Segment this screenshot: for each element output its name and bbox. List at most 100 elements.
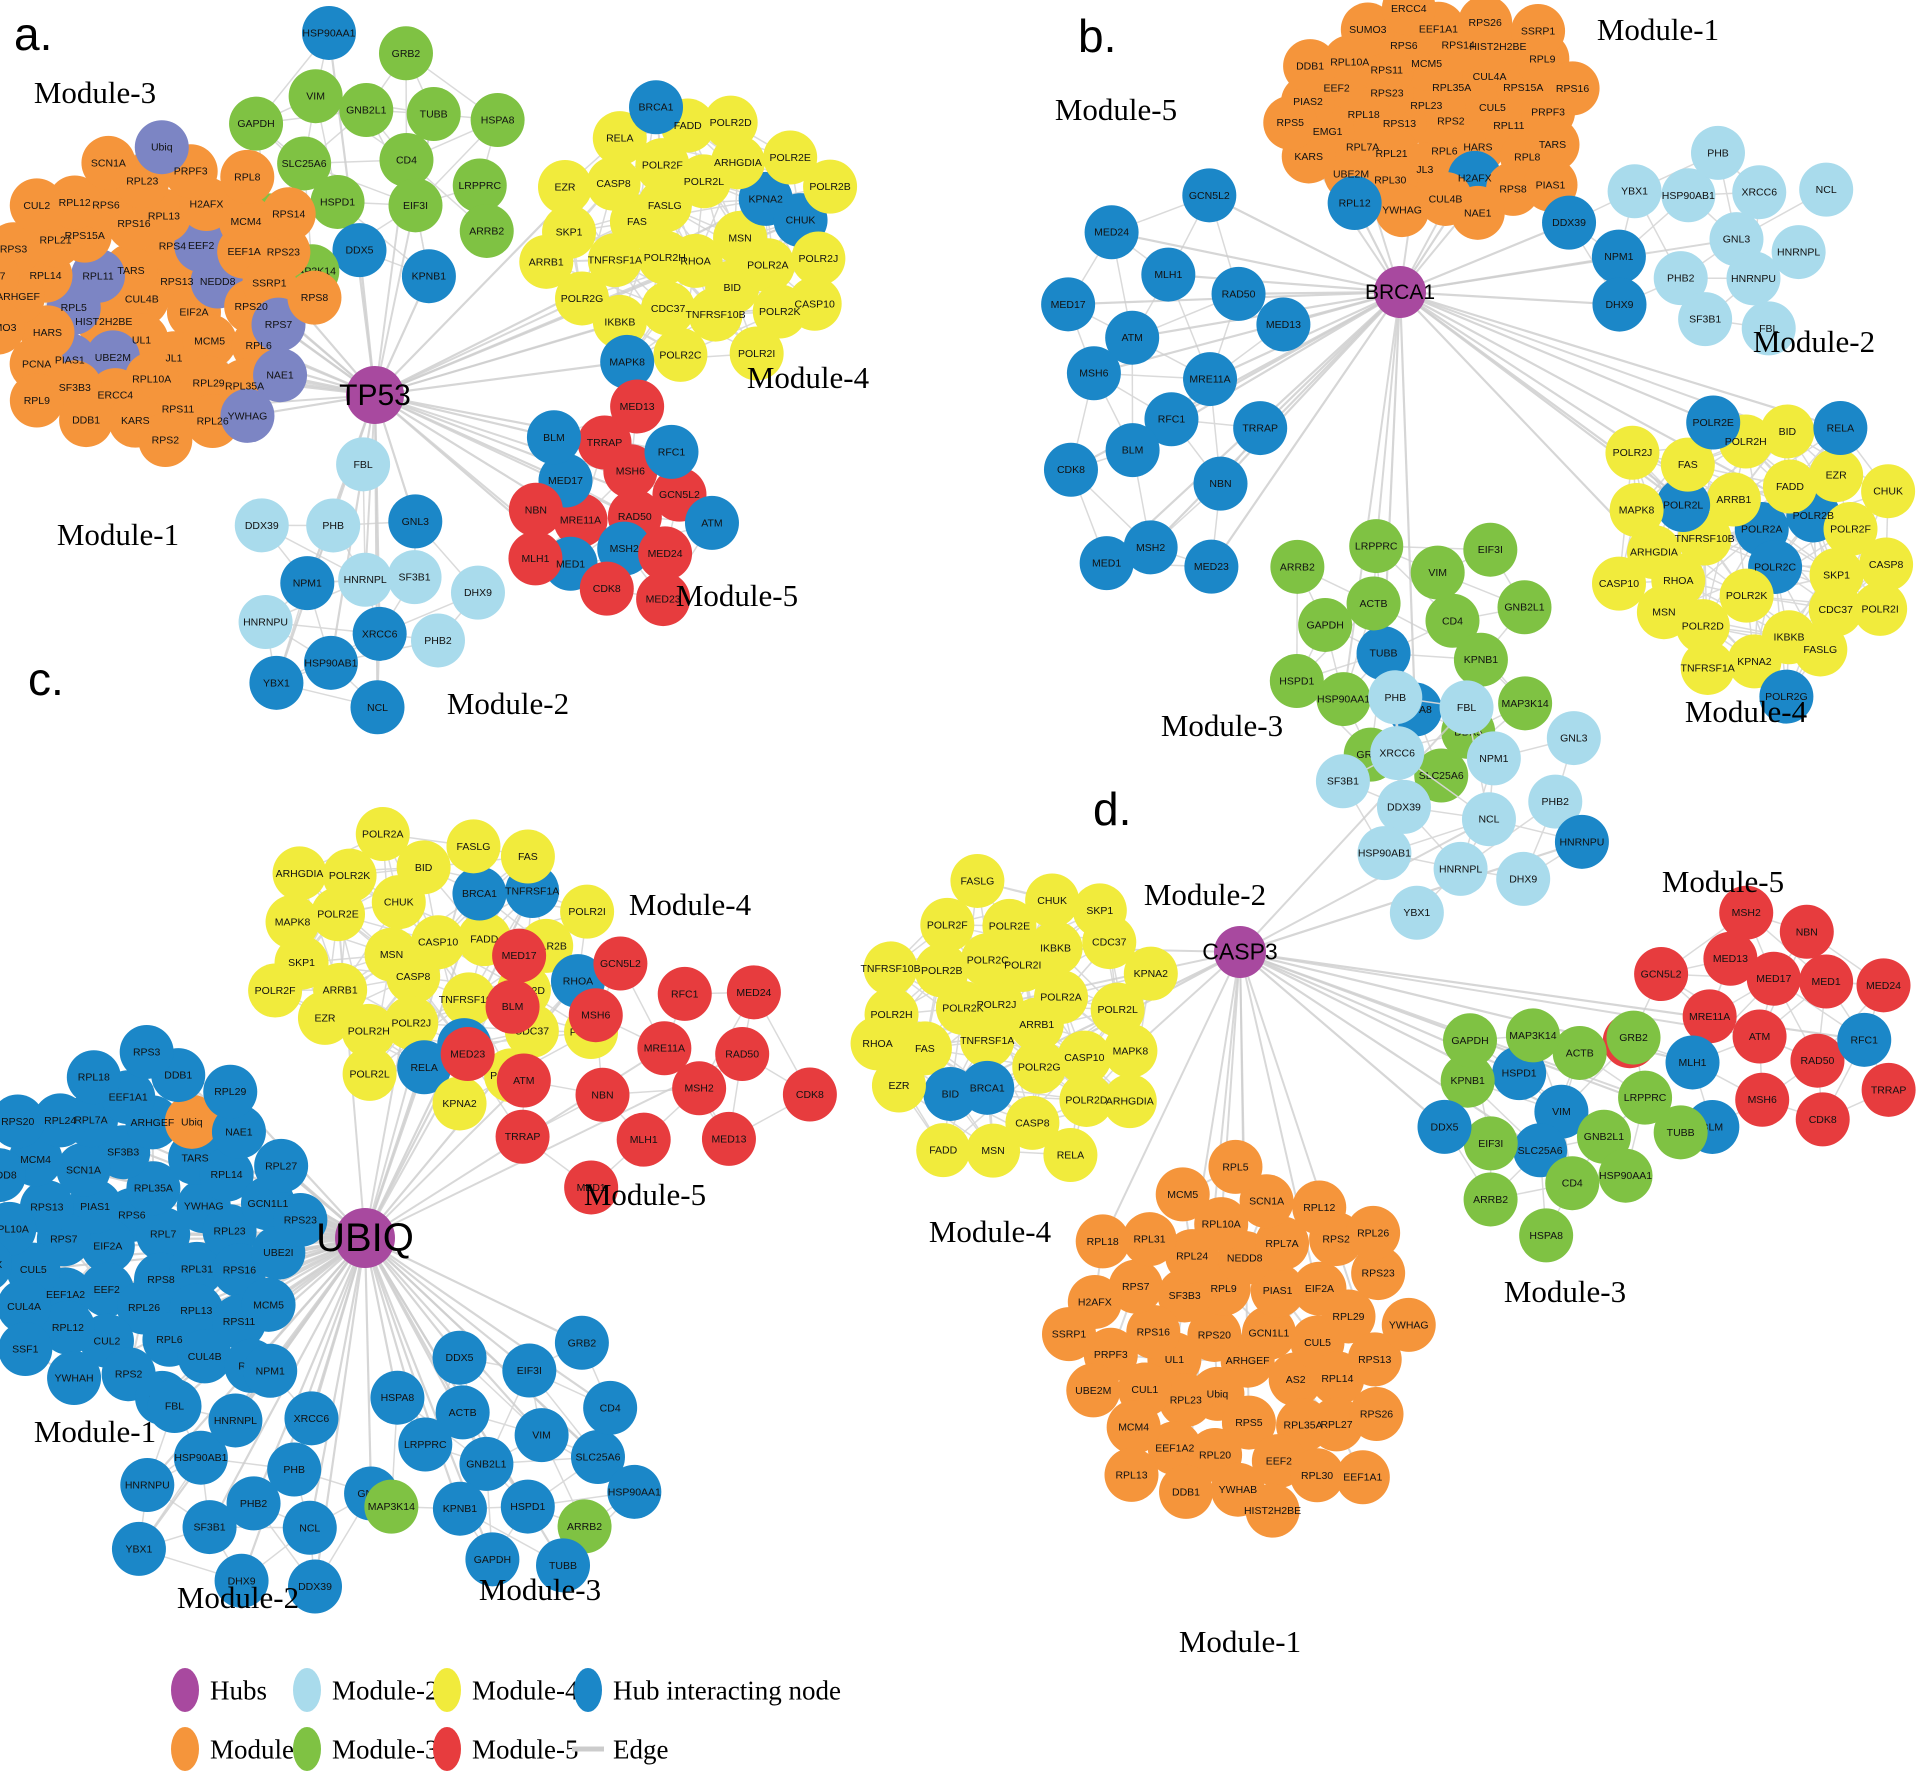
node-MED23[interactable] <box>1184 539 1239 594</box>
node-CASP8[interactable] <box>1859 537 1914 592</box>
node-TRRAP[interactable] <box>577 415 632 470</box>
node-HSP90AB1[interactable] <box>1357 826 1412 881</box>
node-RFC1[interactable] <box>644 424 699 479</box>
node-RPS20[interactable] <box>1187 1307 1242 1362</box>
node-RPL12[interactable] <box>40 1300 95 1355</box>
node-POLR2G[interactable] <box>555 271 610 326</box>
node-GAPDH[interactable] <box>1442 1013 1497 1068</box>
node-RAD50[interactable] <box>1211 266 1266 321</box>
node-ARHGDIA[interactable] <box>1626 525 1681 580</box>
node-PHB2[interactable] <box>1653 251 1708 306</box>
node-RPL8[interactable] <box>220 149 275 204</box>
node-DDB1[interactable] <box>1159 1464 1214 1519</box>
node-RPL5[interactable] <box>1208 1139 1263 1194</box>
node-MLH1[interactable] <box>1141 247 1196 302</box>
node-SLC25A6[interactable] <box>277 136 332 191</box>
node-ARHGDIA[interactable] <box>272 846 327 901</box>
node-RPL29[interactable] <box>1321 1289 1376 1344</box>
node-XRCC6[interactable] <box>284 1391 339 1446</box>
node-MLH1[interactable] <box>1665 1035 1720 1090</box>
node-HNRNPL[interactable] <box>338 552 393 607</box>
node-SF3B1[interactable] <box>1315 754 1370 809</box>
node-NPM1[interactable] <box>243 1343 298 1398</box>
node-FASLG[interactable] <box>950 853 1005 908</box>
node-SSF1[interactable] <box>0 1322 53 1377</box>
node-LRPPRC[interactable] <box>1349 519 1404 574</box>
node-RPL7A[interactable] <box>1255 1216 1310 1271</box>
node-RPS20[interactable] <box>0 1094 45 1149</box>
node-DDB1[interactable] <box>1283 39 1338 94</box>
node-POLR2F[interactable] <box>920 897 975 952</box>
node-MSH6[interactable] <box>568 988 623 1043</box>
hub-node-CASP3[interactable] <box>1214 926 1266 978</box>
node-FBL[interactable] <box>1741 301 1796 356</box>
node-TNFRSF10B[interactable] <box>688 287 743 342</box>
node-POLR2I[interactable] <box>560 884 615 939</box>
node-RPS16[interactable] <box>1545 61 1600 116</box>
node-TRRAP[interactable] <box>1233 401 1288 456</box>
node-ATM[interactable] <box>684 495 739 550</box>
node-VIM[interactable] <box>514 1408 569 1463</box>
node-RFC1[interactable] <box>1837 1012 1892 1067</box>
node-MED1[interactable] <box>1079 536 1134 591</box>
node-DDX39[interactable] <box>1376 779 1431 834</box>
node-RPL14[interactable] <box>199 1147 254 1202</box>
node-GNB2L1[interactable] <box>339 83 394 138</box>
node-RPS14[interactable] <box>261 187 316 242</box>
node-MED23[interactable] <box>636 572 691 627</box>
node-YBX1[interactable] <box>249 655 304 710</box>
node-FAS[interactable] <box>1660 437 1715 492</box>
node-MED24[interactable] <box>726 965 781 1020</box>
node-RPS2[interactable] <box>138 413 193 468</box>
node-MED13[interactable] <box>1703 931 1758 986</box>
node-HSP90AA1[interactable] <box>301 5 356 60</box>
node-POLR2L[interactable] <box>1656 478 1711 533</box>
node-MSN[interactable] <box>364 927 419 982</box>
node-YWHAG[interactable] <box>220 388 275 443</box>
node-FBL[interactable] <box>336 437 391 492</box>
node-DHX9[interactable] <box>214 1553 269 1608</box>
node-NBN[interactable] <box>1779 904 1834 959</box>
node-RPL12[interactable] <box>1292 1180 1347 1235</box>
node-TUBB[interactable] <box>1653 1105 1708 1160</box>
node-MRE11A[interactable] <box>1682 989 1737 1044</box>
node-DDB1[interactable] <box>59 393 114 448</box>
node-ATM[interactable] <box>1732 1009 1787 1064</box>
node-MCM5[interactable] <box>241 1277 296 1332</box>
node-HSP90AA1[interactable] <box>1316 672 1371 727</box>
node-POLR2A[interactable] <box>740 238 795 293</box>
node-HSP90AB1[interactable] <box>173 1430 228 1485</box>
node-HNRNPU[interactable] <box>1726 251 1781 306</box>
node-MSH2[interactable] <box>1123 520 1178 575</box>
node-HNRNPU[interactable] <box>120 1458 175 1513</box>
node-VIM[interactable] <box>288 69 343 124</box>
node-SCN1A[interactable] <box>1239 1174 1294 1229</box>
node-NCL[interactable] <box>350 680 405 735</box>
node-XRCC6[interactable] <box>352 606 407 661</box>
node-GCN5L2[interactable] <box>1182 168 1237 223</box>
node-RPL29[interactable] <box>203 1064 258 1119</box>
node-POLR2K[interactable] <box>322 848 377 903</box>
node-RPS23[interactable] <box>273 1192 328 1247</box>
node-TUBB[interactable] <box>536 1538 591 1593</box>
node-RFC1[interactable] <box>1144 392 1199 447</box>
node-CDC37[interactable] <box>641 281 696 336</box>
node-FADD[interactable] <box>1762 459 1817 514</box>
node-HSPD1[interactable] <box>1269 654 1324 709</box>
node-RPL10A[interactable] <box>0 1201 37 1256</box>
node-TRRAP[interactable] <box>495 1109 550 1164</box>
node-RPL13[interactable] <box>1104 1447 1159 1502</box>
node-ERCC4[interactable] <box>1381 0 1436 36</box>
node-FBL[interactable] <box>1439 680 1494 735</box>
node-MCM4[interactable] <box>218 194 273 249</box>
node-HNRNPL[interactable] <box>1771 225 1826 280</box>
node-DHX9[interactable] <box>450 565 505 620</box>
node-ATM[interactable] <box>1105 310 1160 365</box>
node-CUL2[interactable] <box>9 178 64 233</box>
node-HSPD1[interactable] <box>310 174 365 229</box>
node-NBN[interactable] <box>575 1067 630 1122</box>
node-HSPA8[interactable] <box>470 93 525 148</box>
node-POLR2G[interactable] <box>1012 1039 1067 1094</box>
node-VIM[interactable] <box>1410 545 1465 600</box>
node-TUBB[interactable] <box>406 87 461 142</box>
